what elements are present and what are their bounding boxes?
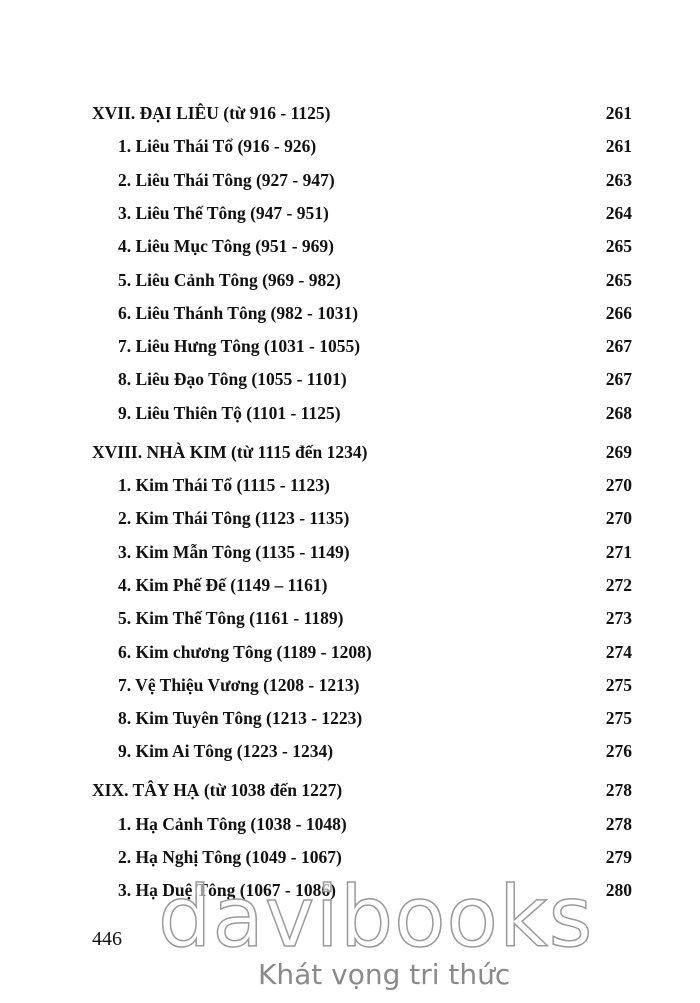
entry-page: 280 xyxy=(605,880,632,901)
entry-page: 278 xyxy=(605,813,632,834)
entry-title: 9. Kim Ai Tông (1223 - 1234) xyxy=(118,741,334,762)
entry-title: 1. Liêu Thái Tổ (916 - 926) xyxy=(118,136,317,157)
section-title: XVIII. NHÀ KIM (từ 1115 đến 1234) xyxy=(92,441,368,462)
entry-page: 270 xyxy=(605,475,632,495)
entry-title: 4. Kim Phế Đế (1149 – 1161) xyxy=(118,574,328,595)
entry-title: 8. Liêu Đạo Tông (1055 - 1101) xyxy=(118,369,347,390)
watermark-slogan: Khát vọng tri thức xyxy=(258,958,511,991)
entry-page: 275 xyxy=(605,708,632,729)
entry-page: 276 xyxy=(605,741,632,762)
entry-page: 265 xyxy=(605,236,632,257)
entry-page: 265 xyxy=(605,269,632,290)
entry-title: 4. Liêu Mục Tông (951 - 969) xyxy=(118,236,334,257)
entry-title: 3. Kim Mẫn Tông (1135 - 1149) xyxy=(118,541,350,562)
entry-title: 1. Hạ Cảnh Tông (1038 - 1048) xyxy=(118,813,347,834)
entry-title: 6. Kim chương Tông (1189 - 1208) xyxy=(118,641,372,662)
entry-title: 6. Liêu Thánh Tông (982 - 1031) xyxy=(118,302,359,323)
entry-title: 1. Kim Thái Tổ (1115 - 1123) xyxy=(118,475,330,495)
section-title: XVII. ĐẠI LIÊU (từ 916 - 1125) xyxy=(92,103,331,123)
watermark-brand: davibooks xyxy=(157,867,594,967)
entry-title: 3. Liêu Thế Tông (947 - 951) xyxy=(118,202,329,223)
entry-title: 2. Liêu Thái Tông (927 - 947) xyxy=(118,169,335,190)
entry-page: 272 xyxy=(605,574,632,595)
entry-page: 267 xyxy=(605,369,632,390)
entry-page: 275 xyxy=(605,674,632,695)
entry-page: 261 xyxy=(605,136,632,157)
entry-page: 274 xyxy=(605,641,632,662)
entry-title: 2. Kim Thái Tông (1123 - 1135) xyxy=(118,508,350,529)
entry-page: 273 xyxy=(605,608,632,629)
section-page: 261 xyxy=(605,103,632,123)
section-page: 278 xyxy=(605,780,632,801)
section-page: 269 xyxy=(605,441,632,462)
entry-page: 267 xyxy=(605,336,632,357)
entry-title: 9. Liêu Thiên Tộ (1101 - 1125) xyxy=(118,402,341,423)
entry-page: 264 xyxy=(605,202,632,223)
entry-page: 268 xyxy=(605,402,632,423)
page-number: 446 xyxy=(92,928,122,950)
entry-title: 2. Hạ Nghị Tông (1049 - 1067) xyxy=(118,847,342,867)
entry-page: 266 xyxy=(605,302,632,323)
entry-title: 7. Liêu Hưng Tông (1031 - 1055) xyxy=(118,336,361,357)
entry-title: 3. Hạ Duệ Tông (1067 - 1086) xyxy=(118,880,336,901)
entry-title: 5. Kim Thế Tông (1161 - 1189) xyxy=(118,608,344,629)
entry-page: 263 xyxy=(605,169,632,190)
section-title: XIX. TÂY HẠ (từ 1038 đến 1227) xyxy=(92,780,343,801)
entry-title: 7. Vệ Thiệu Vương (1208 - 1213) xyxy=(118,674,360,695)
entry-title: 5. Liêu Cảnh Tông (969 - 982) xyxy=(118,269,341,290)
entry-page: 271 xyxy=(605,541,632,562)
entry-page: 270 xyxy=(605,508,632,529)
entry-title: 8. Kim Tuyên Tông (1213 - 1223) xyxy=(118,708,363,729)
entry-page: 279 xyxy=(605,847,632,867)
